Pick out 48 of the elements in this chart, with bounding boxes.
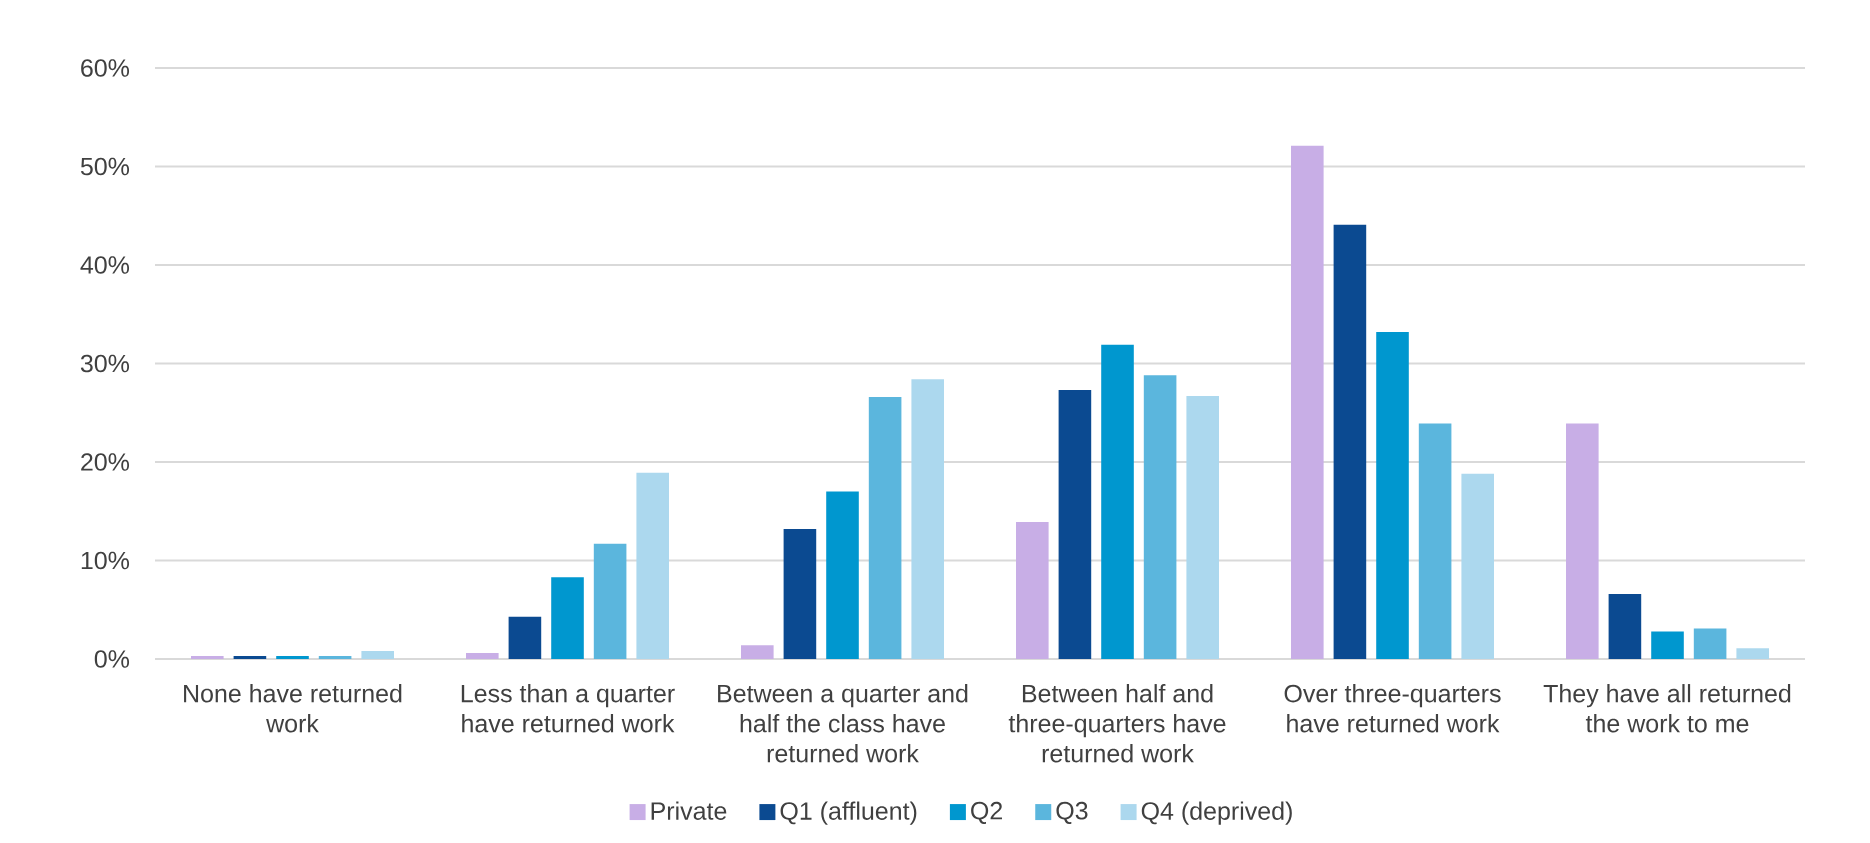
bar <box>1291 145 1324 659</box>
y-tick-label: 60% <box>81 59 130 77</box>
y-tick-label: 10% <box>81 551 130 570</box>
bar <box>361 651 395 659</box>
bar <box>1736 648 1770 659</box>
bar <box>276 656 309 659</box>
y-tick-label: 50% <box>80 157 130 176</box>
y-tick-label: 0% <box>94 650 130 668</box>
bar <box>1016 522 1049 659</box>
legend-label: Q2 <box>971 801 1002 825</box>
x-tick-label: Over three-quarters have returned work <box>1284 684 1501 733</box>
x-tick-label: Between a quarter and half the class have returned work <box>718 684 968 763</box>
y-tick-label: 30% <box>80 354 130 373</box>
bar <box>741 645 774 659</box>
bar <box>1566 423 1599 659</box>
x-tick-label: None have returned work <box>184 684 402 733</box>
x-tick-label: They have all returned the work to me <box>1543 684 1791 733</box>
bar <box>1376 331 1409 659</box>
bar <box>551 577 584 659</box>
x-tick-label: Less than a quarter have returned work <box>461 684 675 733</box>
x-tick-label: Between half and three-quarters have returned work <box>1008 684 1226 763</box>
y-tick-label: 20% <box>81 453 130 471</box>
bar <box>1418 423 1452 659</box>
bar <box>233 656 267 659</box>
legend-label: Private <box>651 801 727 820</box>
bar <box>191 656 224 659</box>
bar <box>636 472 670 659</box>
bar <box>1333 224 1367 659</box>
bar <box>1101 344 1134 659</box>
bar <box>1608 593 1642 659</box>
bar <box>1186 396 1220 659</box>
legend-label: Q4 (deprived) <box>1141 801 1292 825</box>
legend-label: Q3 <box>1056 801 1088 825</box>
bar <box>466 653 499 659</box>
bar <box>1651 631 1684 659</box>
bar <box>508 616 542 659</box>
bar <box>911 379 945 659</box>
bar <box>318 656 352 659</box>
legend-label: Q1 (affluent) <box>780 801 917 825</box>
bar <box>868 396 902 659</box>
bar <box>593 543 627 659</box>
bar <box>1693 628 1727 659</box>
bar <box>783 528 817 659</box>
bar <box>826 491 859 659</box>
bar <box>1143 375 1177 659</box>
bar <box>1058 390 1092 659</box>
bar <box>1461 473 1495 659</box>
y-tick-label: 40% <box>80 256 130 274</box>
